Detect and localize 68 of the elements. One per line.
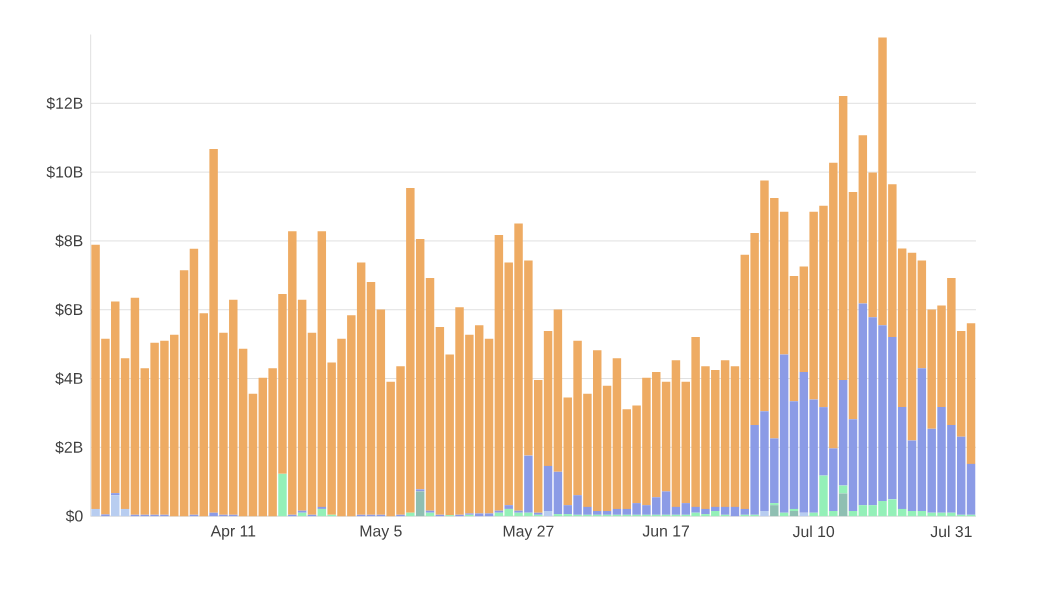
bar xyxy=(671,360,681,507)
bar xyxy=(770,503,779,506)
bar xyxy=(760,510,769,517)
bar xyxy=(415,491,425,517)
bar xyxy=(789,401,799,509)
bar xyxy=(111,493,120,496)
bar xyxy=(415,489,425,492)
bar xyxy=(966,463,976,515)
bar xyxy=(406,512,415,517)
bar xyxy=(425,278,435,511)
bar xyxy=(907,510,917,517)
x-tick-label: Jul 10 xyxy=(792,525,835,538)
bar xyxy=(307,332,317,515)
bar xyxy=(297,510,307,513)
bar xyxy=(553,309,563,472)
bar xyxy=(730,366,740,507)
bar xyxy=(848,419,858,511)
bar xyxy=(770,505,779,517)
bar xyxy=(848,192,858,420)
bar xyxy=(602,385,612,511)
y-tick-label: $6B xyxy=(55,303,83,317)
bar xyxy=(504,505,513,509)
bar xyxy=(278,473,287,517)
bar xyxy=(907,252,917,441)
bar xyxy=(789,275,799,402)
x-tick-label: May 27 xyxy=(503,525,554,540)
y-tick-label: $12B xyxy=(46,96,83,110)
bar xyxy=(120,358,130,509)
bar xyxy=(661,491,671,515)
bar xyxy=(179,270,189,517)
bar xyxy=(553,471,563,515)
bar xyxy=(494,510,504,513)
y-tick-label: $8B xyxy=(55,234,83,248)
bar xyxy=(966,323,976,464)
bar xyxy=(484,338,494,514)
bar xyxy=(484,513,494,517)
bar xyxy=(130,297,140,515)
x-tick-label: Apr 11 xyxy=(210,525,256,540)
bar xyxy=(91,508,100,517)
bar xyxy=(111,495,120,517)
y-tick-label: $2B xyxy=(55,440,83,454)
y-tick-label: $0 xyxy=(65,509,83,523)
bar xyxy=(612,358,622,509)
bar xyxy=(543,330,553,466)
bar xyxy=(671,506,681,515)
bar xyxy=(317,506,327,509)
bar xyxy=(730,506,740,517)
bar xyxy=(543,510,553,517)
bar xyxy=(612,508,622,515)
x-tick-label: Jun 17 xyxy=(642,525,689,537)
bar xyxy=(838,493,848,517)
bar xyxy=(553,514,563,517)
bar xyxy=(907,440,917,511)
bar xyxy=(189,248,199,515)
bar xyxy=(661,381,671,492)
x-tick-label: May 5 xyxy=(360,525,402,540)
bar xyxy=(120,508,130,517)
y-tick-label: $4B xyxy=(55,372,83,385)
bar xyxy=(848,510,858,517)
bar xyxy=(425,510,435,513)
x-tick-label: Jul 31 xyxy=(930,525,972,538)
bar xyxy=(789,510,799,517)
bar xyxy=(543,465,553,511)
y-tick-label: $10B xyxy=(46,165,83,179)
bar xyxy=(789,508,799,511)
bar xyxy=(366,281,376,515)
bar xyxy=(602,510,612,515)
bar xyxy=(248,393,258,517)
